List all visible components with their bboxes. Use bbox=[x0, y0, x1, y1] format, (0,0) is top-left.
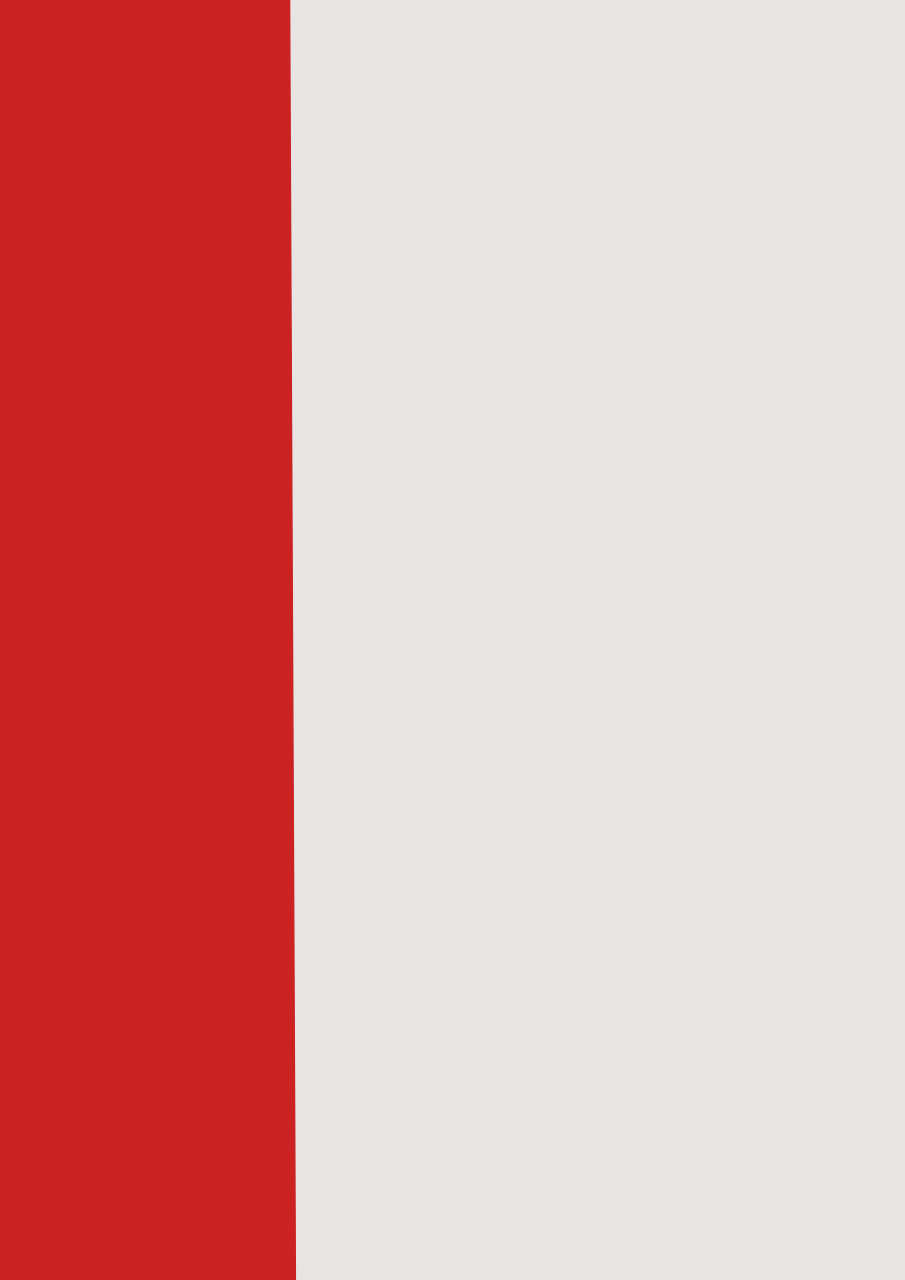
Polygon shape bbox=[0, 0, 317, 1280]
Polygon shape bbox=[272, 0, 905, 1280]
